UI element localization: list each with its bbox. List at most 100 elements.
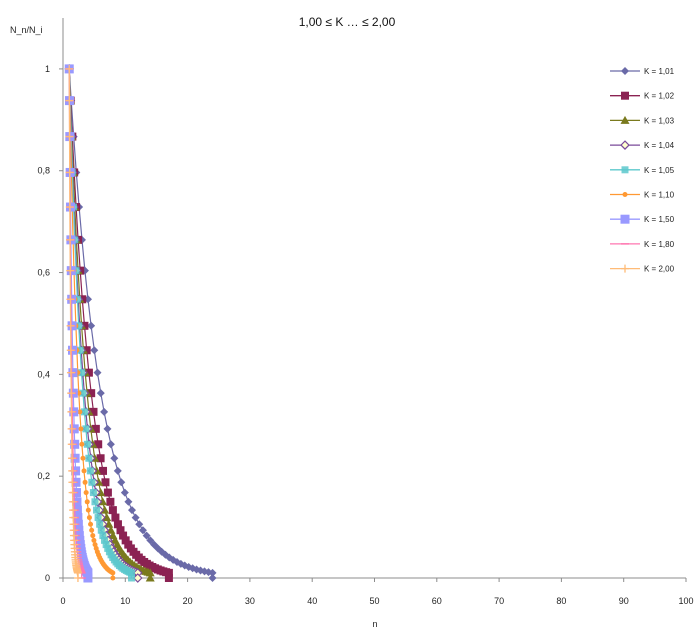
data-point — [85, 454, 93, 462]
legend-label: K = 1,50 — [644, 215, 675, 224]
data-point — [145, 573, 155, 582]
legend-label: K = 1,10 — [644, 191, 675, 200]
y-tick-label: 0,6 — [37, 268, 50, 278]
data-point — [77, 409, 83, 415]
data-point — [83, 490, 89, 496]
data-point — [65, 168, 74, 177]
x-axis-label: n — [372, 619, 377, 628]
legend-label: K = 1,80 — [644, 240, 675, 249]
data-point — [67, 440, 76, 449]
legend-marker — [621, 264, 629, 273]
data-point — [131, 513, 140, 522]
data-point — [110, 575, 116, 581]
data-point — [101, 536, 109, 544]
y-axis-label: N_n/N_i — [10, 25, 43, 35]
data-point — [208, 568, 217, 577]
data-point — [69, 513, 78, 522]
data-point — [208, 574, 217, 582]
data-point — [86, 515, 92, 521]
legend-marker — [621, 91, 629, 100]
data-point — [82, 479, 88, 485]
data-point — [128, 574, 136, 582]
data-point — [87, 389, 96, 398]
data-point — [66, 235, 75, 244]
data-point — [84, 499, 90, 505]
x-tick-label: 50 — [369, 596, 379, 606]
legend-entry: K = 2,00 — [610, 264, 675, 274]
data-point — [104, 519, 114, 528]
data-point — [85, 507, 91, 513]
data-point — [65, 132, 74, 141]
data-point — [106, 440, 115, 449]
data-point — [66, 346, 75, 355]
data-point — [135, 520, 144, 529]
x-tick-label: 20 — [183, 596, 193, 606]
data-point — [110, 454, 119, 463]
legend-entry: K = 1,50 — [610, 214, 675, 224]
x-tick-label: 30 — [245, 596, 255, 606]
data-point — [99, 466, 108, 475]
y-tick-label: 0,8 — [37, 166, 50, 176]
data-point — [101, 478, 110, 487]
data-point — [100, 407, 109, 416]
legend-marker — [621, 67, 629, 75]
data-point — [102, 541, 110, 549]
x-tick-label: 100 — [678, 596, 693, 606]
x-tick-label: 0 — [60, 596, 65, 606]
data-point — [93, 368, 102, 377]
legend-entry: K = 1,05 — [610, 166, 675, 175]
data-point — [99, 532, 107, 540]
data-point — [142, 531, 151, 540]
legend-label: K = 1,05 — [644, 166, 675, 175]
data-point — [65, 203, 74, 212]
data-point — [146, 536, 155, 545]
data-point — [68, 488, 77, 497]
data-point — [138, 526, 147, 535]
data-point — [102, 513, 112, 522]
data-point — [82, 425, 90, 433]
data-point — [96, 389, 105, 398]
legend-marker — [620, 140, 630, 150]
data-point — [97, 526, 105, 534]
data-point — [128, 569, 136, 577]
data-point — [108, 506, 117, 515]
y-tick-label: 0 — [45, 573, 50, 583]
data-point — [67, 389, 76, 398]
data-point — [78, 426, 84, 432]
data-point — [132, 573, 143, 583]
data-point — [67, 407, 76, 416]
data-point — [145, 568, 155, 577]
y-tick-label: 1 — [45, 64, 50, 74]
legend-marker — [620, 115, 630, 124]
data-point — [68, 497, 77, 506]
data-point — [164, 568, 173, 577]
data-point — [96, 454, 105, 463]
data-point — [106, 497, 115, 506]
legend-marker — [622, 192, 628, 197]
legend-entry: K = 1,03 — [610, 115, 675, 125]
legend-label: K = 1,04 — [644, 141, 675, 150]
data-point — [83, 573, 93, 583]
data-point — [113, 466, 122, 475]
data-point — [93, 506, 101, 514]
data-point — [94, 514, 102, 522]
x-tick-label: 70 — [494, 596, 504, 606]
data-point — [89, 527, 95, 533]
data-point — [88, 521, 94, 527]
data-point — [110, 570, 116, 576]
x-tick-label: 40 — [307, 596, 317, 606]
data-point — [78, 369, 86, 377]
data-point — [164, 574, 173, 582]
data-point — [66, 295, 75, 304]
legend-label: K = 2,00 — [644, 265, 675, 274]
data-point — [90, 346, 99, 355]
data-point — [65, 64, 74, 73]
data-point — [111, 513, 120, 522]
data-point — [127, 506, 136, 515]
data-point — [79, 441, 85, 447]
legend-marker — [621, 166, 629, 174]
legend-entry: K = 1,04 — [610, 140, 675, 150]
data-point — [73, 574, 82, 582]
